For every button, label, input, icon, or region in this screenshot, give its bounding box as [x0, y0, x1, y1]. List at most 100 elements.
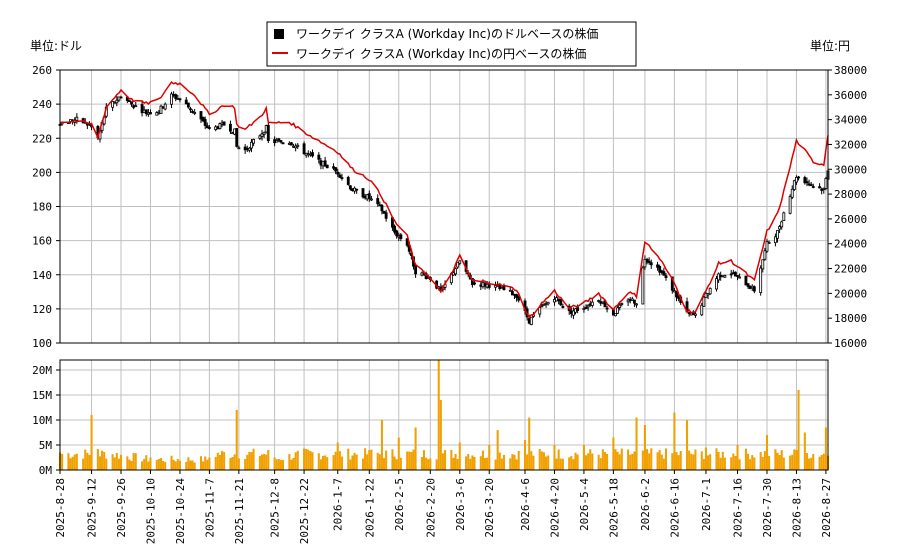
volume-bar — [509, 458, 512, 470]
candle-body — [184, 99, 188, 105]
candle-body — [279, 140, 283, 143]
candle-body — [456, 262, 460, 268]
volume-bar — [383, 458, 386, 470]
volume-bar — [332, 455, 335, 470]
volume-bar — [277, 459, 280, 470]
date-tick-label: 2026-5-18 — [607, 478, 620, 538]
candle-body — [119, 96, 123, 99]
right-unit-label: 単位:円 — [810, 38, 850, 53]
volume-bar — [635, 417, 638, 470]
candle-body — [759, 267, 763, 293]
volume-bar — [511, 454, 514, 470]
volume-bar — [791, 454, 794, 470]
volume-bar — [338, 451, 341, 470]
yen-tick-label: 38000 — [834, 64, 867, 77]
candle-body — [618, 304, 622, 308]
volume-bar — [113, 457, 116, 470]
candle-body — [207, 127, 211, 129]
price-axis-ticks: 260 240 220 200 180 160 140 120 100 — [32, 64, 60, 350]
volume-bar — [86, 452, 89, 470]
volume-bar — [688, 450, 691, 470]
volume-bar — [454, 453, 457, 470]
candle-body — [586, 304, 590, 308]
volume-bar — [633, 451, 636, 470]
volume-bar — [305, 448, 308, 470]
volume-bar — [473, 456, 476, 470]
volume-bar — [258, 455, 261, 470]
candle-body — [155, 112, 159, 116]
candle-body — [647, 260, 651, 264]
date-tick-label: 2026-1-22 — [363, 478, 376, 538]
volume-bar — [805, 453, 808, 470]
volume-bar — [502, 454, 505, 470]
volume-bar — [627, 449, 630, 470]
volume-bar — [517, 450, 520, 470]
candle-body — [382, 211, 386, 214]
volume-bar — [147, 461, 150, 470]
volume-bar — [660, 454, 663, 470]
candle-body — [635, 303, 638, 306]
volume-bar — [319, 459, 322, 470]
volume-bar — [115, 452, 118, 470]
candle-body — [277, 138, 281, 141]
volume-bar — [570, 456, 573, 470]
candle-body — [296, 144, 300, 147]
volume-bar — [159, 458, 163, 470]
volume-bar — [793, 449, 796, 470]
volume-bar — [311, 452, 314, 470]
date-tick-label: 2025-10-10 — [144, 478, 157, 544]
date-tick-label: 2026-1-7 — [332, 478, 345, 531]
volume-bar — [220, 450, 224, 470]
candle-body — [546, 301, 550, 305]
candle-body — [571, 310, 575, 316]
candle-body — [346, 176, 350, 185]
volume-bar — [568, 457, 571, 470]
candle-body — [340, 177, 344, 179]
volume-bar — [542, 452, 545, 470]
volume-bar — [694, 449, 697, 470]
volume-bar — [612, 437, 615, 470]
volume-bar — [486, 457, 489, 470]
candle-body — [395, 230, 399, 237]
candle-body — [795, 176, 798, 183]
candle-body — [559, 298, 563, 306]
volume-bar — [545, 456, 548, 470]
volume-bar — [385, 450, 388, 470]
volume-bar — [717, 452, 720, 470]
candle-body — [338, 174, 342, 178]
volume-bar — [82, 458, 85, 470]
volume-bar — [523, 440, 527, 470]
volume-bar — [126, 456, 129, 470]
volume-bar — [439, 400, 442, 470]
volume-bar — [469, 458, 472, 470]
candle-body — [203, 119, 207, 126]
candle-body — [361, 188, 365, 198]
volume-bar — [797, 390, 800, 470]
volume-bar — [105, 458, 108, 470]
volume-bar — [658, 450, 661, 470]
candle-body — [159, 105, 163, 114]
volume-bar — [130, 460, 133, 470]
volume-bar — [324, 455, 327, 470]
volume-bar — [395, 459, 398, 470]
volume-bar — [248, 451, 251, 470]
volume-bar — [119, 454, 123, 470]
candle-body — [262, 132, 266, 135]
volume-bar — [90, 415, 93, 470]
candle-body — [128, 100, 131, 103]
date-tick-label: 2026-2-5 — [393, 478, 406, 531]
candle-body — [510, 291, 514, 296]
date-tick-label: 2026-2-20 — [424, 478, 437, 538]
volume-bar — [515, 459, 518, 470]
candle-body — [502, 285, 506, 291]
candle-body — [773, 236, 777, 244]
volume-bar — [444, 450, 447, 470]
candle-body — [186, 102, 190, 108]
volume-bar — [723, 457, 726, 470]
yen-tick-label: 24000 — [834, 238, 867, 251]
volume-bar — [812, 454, 815, 470]
candle-body — [487, 284, 491, 288]
candle-body — [218, 123, 222, 129]
volume-bar — [803, 432, 806, 470]
volume-bar — [244, 459, 247, 470]
